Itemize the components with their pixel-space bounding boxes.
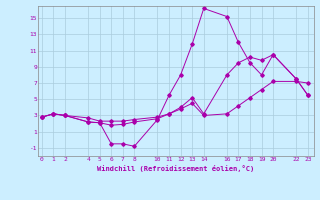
X-axis label: Windchill (Refroidissement éolien,°C): Windchill (Refroidissement éolien,°C) — [97, 165, 255, 172]
